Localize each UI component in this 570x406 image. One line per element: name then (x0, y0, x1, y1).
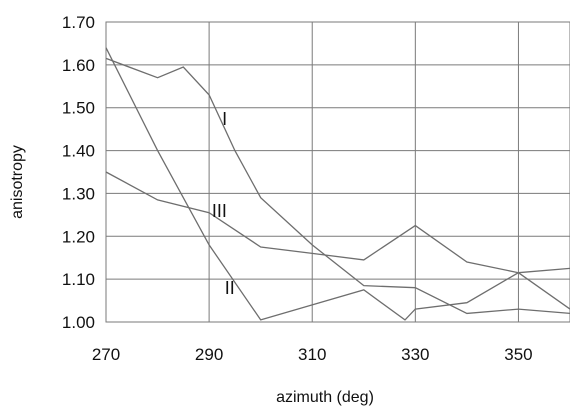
y-tick-label: 1.10 (62, 270, 95, 289)
x-tick-label: 270 (92, 345, 120, 364)
x-tick-label: 290 (195, 345, 223, 364)
plot-frame (105, 21, 570, 323)
y-tick-label: 1.60 (62, 56, 95, 75)
series-line-III (105, 171, 570, 274)
y-tick-label: 1.40 (62, 142, 95, 161)
tick-labels: 1.00 1.10 1.20 1.30 1.40 1.50 1.60 1.70 270 290 31… (62, 13, 533, 364)
series-label-I: I (222, 109, 227, 129)
grid (105, 21, 570, 323)
y-tick-label: 1.00 (62, 313, 95, 332)
x-tick-label: 310 (298, 345, 326, 364)
series-label-III: III (212, 201, 227, 221)
y-tick-label: 1.20 (62, 227, 95, 246)
x-axis-title: azimuth (deg) (276, 389, 374, 406)
y-tick-label: 1.50 (62, 99, 95, 118)
y-axis-title: anisotropy (9, 145, 26, 219)
x-tick-label: 330 (401, 345, 429, 364)
series-label-II: II (225, 278, 235, 298)
y-tick-label: 1.70 (62, 13, 95, 32)
y-tick-label: 1.30 (62, 184, 95, 203)
series-line-II (105, 47, 570, 321)
x-tick-label: 350 (504, 345, 532, 364)
series-line-I (105, 57, 570, 315)
series-lines (105, 47, 570, 321)
